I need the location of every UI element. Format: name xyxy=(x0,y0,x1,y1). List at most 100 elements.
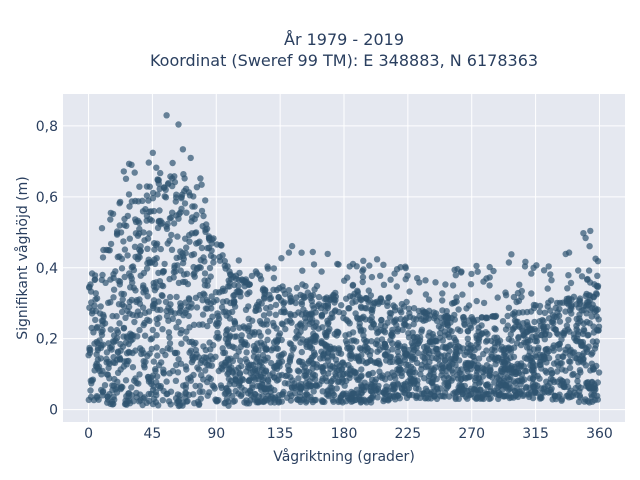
data-point xyxy=(445,363,453,371)
data-point xyxy=(363,305,370,312)
data-point xyxy=(116,355,124,363)
data-point xyxy=(264,263,271,270)
data-point xyxy=(202,228,209,235)
data-point xyxy=(380,397,387,405)
data-point xyxy=(201,354,208,361)
data-point xyxy=(582,234,589,242)
data-point xyxy=(414,333,421,341)
data-point xyxy=(303,374,310,381)
data-point xyxy=(286,367,293,374)
data-point xyxy=(190,321,198,328)
data-point xyxy=(259,351,267,359)
data-point xyxy=(469,344,476,352)
data-point xyxy=(518,387,525,394)
data-point xyxy=(275,399,282,406)
data-point xyxy=(335,329,342,336)
data-point xyxy=(320,369,327,376)
data-point xyxy=(171,349,179,357)
x-tick-labels: 0 45 90 135 180 225 270 315 360 xyxy=(84,426,613,442)
data-point xyxy=(143,183,151,190)
data-point xyxy=(363,384,370,391)
data-point xyxy=(565,316,572,323)
data-point xyxy=(368,273,376,281)
data-point xyxy=(344,318,352,325)
data-point xyxy=(94,347,102,354)
data-point xyxy=(536,361,544,368)
data-point xyxy=(198,207,206,215)
data-point xyxy=(99,317,107,325)
data-point xyxy=(301,324,308,331)
y-axis-title: Signifikant våghöjd (m) xyxy=(14,176,31,339)
data-point xyxy=(238,384,245,391)
x-tick-label: 0 xyxy=(84,426,93,442)
data-point xyxy=(451,316,458,323)
data-point xyxy=(400,303,408,310)
data-point xyxy=(146,230,153,237)
data-point xyxy=(116,253,123,260)
data-point xyxy=(466,374,473,381)
data-point xyxy=(172,268,179,275)
data-point xyxy=(487,388,494,395)
data-point xyxy=(507,331,514,338)
data-point xyxy=(462,393,469,400)
data-point xyxy=(186,349,193,356)
data-point xyxy=(588,351,595,358)
data-point xyxy=(278,358,286,365)
x-tick-label: 315 xyxy=(522,426,549,442)
data-point xyxy=(188,230,196,237)
data-point xyxy=(568,310,575,317)
data-point xyxy=(140,289,147,296)
data-point xyxy=(99,254,107,261)
data-point xyxy=(344,274,351,281)
data-point xyxy=(389,340,396,347)
data-point xyxy=(486,355,493,363)
data-point xyxy=(304,360,311,367)
data-point xyxy=(166,340,174,347)
data-point xyxy=(265,328,272,335)
data-point xyxy=(564,326,571,333)
data-point xyxy=(202,367,209,374)
data-point xyxy=(375,388,383,396)
data-point xyxy=(298,348,305,356)
data-point xyxy=(174,391,182,398)
data-point xyxy=(255,306,263,313)
data-point xyxy=(486,282,493,289)
data-point xyxy=(536,308,543,316)
data-point xyxy=(118,290,125,297)
data-point xyxy=(194,364,201,371)
data-point xyxy=(576,297,583,304)
data-point xyxy=(187,154,194,162)
data-point xyxy=(198,372,205,379)
data-point xyxy=(375,357,382,365)
data-point xyxy=(460,313,467,321)
data-point xyxy=(461,320,468,327)
data-point xyxy=(168,309,175,316)
data-point xyxy=(566,358,573,365)
data-point xyxy=(197,175,204,182)
data-point xyxy=(125,160,133,167)
data-point xyxy=(474,268,481,275)
data-point xyxy=(425,377,432,384)
data-point xyxy=(114,228,121,235)
data-point xyxy=(434,346,441,353)
data-point xyxy=(125,340,132,348)
data-point xyxy=(467,324,475,332)
data-point xyxy=(149,195,157,202)
data-point xyxy=(193,304,201,311)
data-point xyxy=(578,342,586,349)
data-point xyxy=(531,318,538,326)
data-point xyxy=(556,305,563,313)
data-point xyxy=(323,378,331,385)
data-point xyxy=(298,358,306,366)
data-point xyxy=(184,375,192,382)
data-point xyxy=(295,368,303,375)
data-point xyxy=(142,309,149,316)
data-point xyxy=(271,374,278,381)
data-point xyxy=(137,391,144,398)
data-point xyxy=(180,171,187,178)
data-point xyxy=(117,340,124,348)
data-point xyxy=(218,304,226,311)
data-point xyxy=(404,386,411,393)
data-point xyxy=(333,385,340,392)
